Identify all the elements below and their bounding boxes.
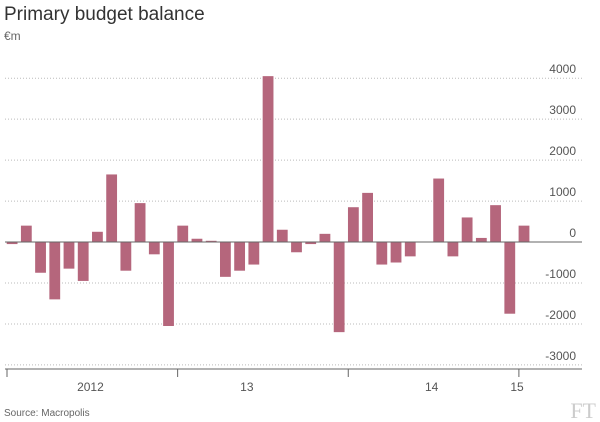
bar (347, 207, 359, 243)
bar (362, 192, 373, 243)
bar (35, 242, 46, 273)
bar (163, 242, 174, 326)
y-tick-label: -2000 (545, 308, 576, 322)
bar (262, 76, 274, 243)
bar (319, 233, 331, 243)
bar (490, 205, 501, 243)
bar (63, 242, 75, 269)
y-tick-label: 1000 (549, 185, 576, 199)
bar (305, 242, 317, 245)
bar (134, 203, 146, 243)
source: Source: Macropolis (4, 408, 90, 419)
y-tick-label: 2000 (549, 144, 576, 158)
y-tick-label: -1000 (545, 267, 576, 281)
bar (77, 242, 89, 281)
y-tick-label: 4000 (549, 62, 576, 76)
bar (504, 242, 516, 314)
bar (191, 238, 203, 243)
logo: FT (570, 398, 596, 422)
x-tick-label: 15 (510, 380, 524, 394)
bar (219, 242, 231, 277)
bar (404, 242, 416, 257)
bar (92, 231, 103, 243)
bar (20, 225, 32, 243)
bar (234, 242, 246, 271)
bar (390, 242, 402, 263)
bar (205, 240, 217, 243)
bar (518, 225, 530, 243)
bar (461, 217, 473, 243)
bar (475, 237, 487, 243)
bar (148, 242, 160, 255)
bar (248, 242, 260, 265)
bar (49, 242, 61, 300)
bar (433, 178, 445, 243)
bar (447, 242, 459, 257)
chart-title: Primary budget balance (4, 4, 205, 25)
bar (6, 242, 18, 245)
x-tick-label: 2012 (77, 380, 104, 394)
bar (333, 242, 345, 333)
bar (276, 229, 288, 243)
bar (177, 225, 189, 243)
x-tick-label: 13 (240, 380, 254, 394)
y-tick-label: 3000 (549, 103, 576, 117)
x-tick-label: 14 (425, 380, 439, 394)
y-tick-label: 0 (569, 226, 576, 240)
y-tick-label: -3000 (545, 349, 576, 363)
chart-subtitle: €m (4, 29, 21, 43)
bar (376, 242, 388, 265)
bar (106, 174, 118, 243)
bar (291, 242, 302, 253)
bar (120, 242, 132, 271)
